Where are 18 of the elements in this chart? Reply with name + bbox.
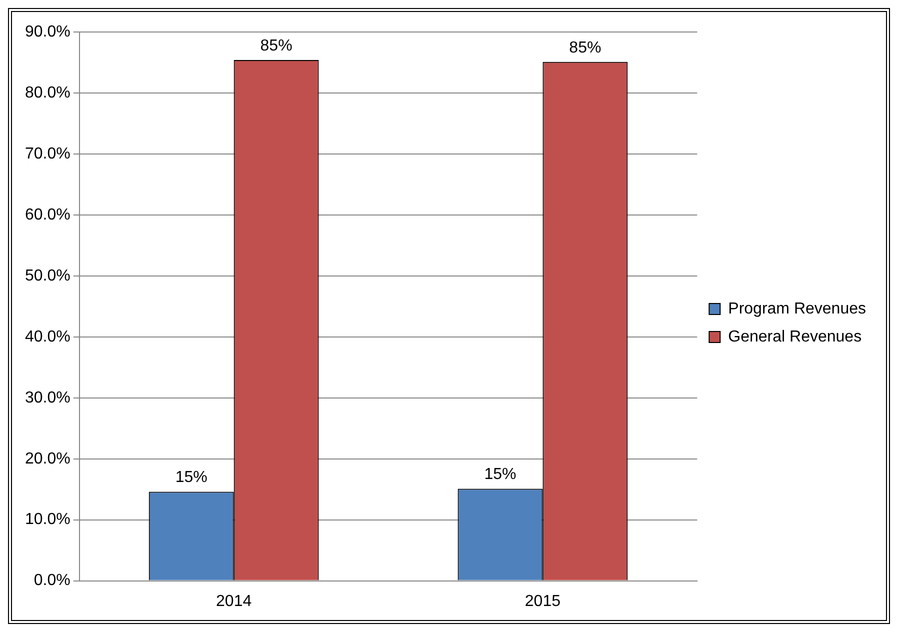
y-tick-label: 20.0%: [24, 450, 70, 468]
legend-label: Program Revenues: [728, 300, 866, 318]
y-tick-label: 60.0%: [24, 206, 70, 224]
y-tick-label: 50.0%: [24, 267, 70, 284]
y-tick-label: 40.0%: [24, 328, 70, 346]
data-label: 15%: [175, 469, 208, 486]
data-label: 85%: [260, 37, 292, 54]
y-tick-label: 70.0%: [24, 145, 70, 162]
y-tick-label: 10.0%: [24, 511, 70, 528]
data-label: 85%: [569, 39, 602, 56]
y-tick-label: 80.0%: [24, 84, 70, 102]
x-tick-label: 2014: [216, 592, 252, 610]
data-label: 15%: [484, 466, 516, 484]
y-tick-label: 0.0%: [34, 572, 70, 590]
y-tick-label: 90.0%: [24, 23, 70, 40]
legend-label: General Revenues: [728, 328, 862, 346]
y-tick-label: 30.0%: [24, 389, 70, 406]
x-tick-label: 2015: [524, 592, 561, 610]
